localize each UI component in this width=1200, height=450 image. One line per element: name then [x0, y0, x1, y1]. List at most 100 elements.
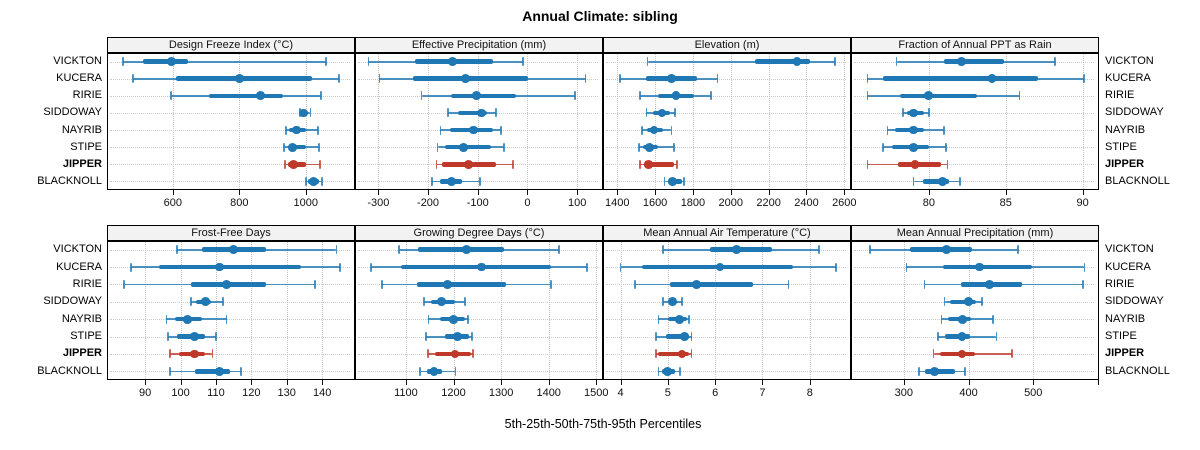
- median-dot: [680, 332, 689, 341]
- station-label-left-blacknoll: BLACKNOLL: [37, 174, 102, 187]
- station-label-left-stipe: STIPE: [70, 330, 102, 343]
- gridline: [692, 54, 694, 189]
- axis-tick: [620, 380, 622, 385]
- axis-tick-label: 1100: [394, 387, 418, 399]
- whisker-cap-5th: [901, 108, 904, 118]
- axis-tick-label: 90: [1076, 197, 1089, 209]
- axis-tick: [172, 190, 174, 195]
- axis-tick: [730, 190, 732, 195]
- whisker-cap-5th: [633, 279, 636, 289]
- axis-tick-label: 800: [230, 197, 249, 209]
- whisker-cap-5th: [943, 297, 946, 307]
- axis-tick: [251, 380, 253, 385]
- whisker-cap-95th: [522, 57, 524, 67]
- whisker-cap-5th: [165, 314, 168, 324]
- iqr-bar-25th-75th: [445, 144, 492, 150]
- iqr-bar-25th-75th: [755, 59, 811, 64]
- axis-tick: [548, 380, 550, 385]
- gridline: [548, 242, 550, 379]
- whisker-cap-95th: [338, 74, 340, 84]
- whisker-cap-95th: [586, 262, 589, 272]
- axis-tick: [453, 380, 455, 385]
- station-label-left-kucera: KUCERA: [56, 72, 102, 85]
- chart-title: Annual Climate: sibling: [522, 8, 678, 24]
- whisker-cap-95th: [1016, 245, 1019, 255]
- median-dot: [657, 108, 667, 118]
- station-label-right-ririe: RIRIE: [1105, 277, 1135, 290]
- whisker-cap-5th: [130, 262, 132, 272]
- median-dot: [234, 74, 244, 84]
- median-dot: [663, 366, 673, 376]
- axis-tick: [968, 380, 970, 385]
- gridline: [180, 242, 182, 379]
- median-dot: [477, 262, 486, 272]
- axis-tick-label: 500: [1024, 387, 1043, 399]
- panel-plot-effective-precipitation-mm: [355, 53, 603, 190]
- median-dot: [691, 280, 701, 289]
- median-dot: [464, 159, 474, 169]
- whisker-cap-5th: [866, 91, 869, 101]
- whisker-cap-5th: [646, 57, 649, 67]
- iqr-bar-25th-75th: [924, 369, 955, 374]
- whisker-cap-95th: [678, 366, 681, 376]
- whisker-cap-5th: [881, 142, 884, 152]
- gridline: [762, 242, 764, 379]
- whisker-cap-95th: [494, 108, 497, 118]
- whisker-cap-5th: [423, 297, 425, 307]
- whisker-cap-95th: [320, 91, 322, 101]
- median-dot: [987, 74, 997, 84]
- station-label-right-siddoway: SIDDOWAY: [1105, 295, 1164, 308]
- gridline: [968, 242, 970, 379]
- axis-tick-label: 110: [207, 387, 225, 399]
- axis-tick-label: 1600: [642, 197, 668, 209]
- axis-tick: [617, 190, 619, 195]
- whisker-cap-95th: [673, 142, 676, 152]
- iqr-bar-25th-75th: [400, 264, 552, 270]
- median-dot: [964, 297, 973, 307]
- axis-tick-label: 5: [664, 387, 671, 399]
- whisker-cap-95th: [215, 332, 217, 342]
- whisker-cap-5th: [639, 91, 641, 101]
- gridline: [305, 54, 307, 189]
- median-dot: [675, 314, 685, 324]
- station-label-left-vickton: VICKTON: [53, 55, 102, 68]
- row-guide: [606, 112, 846, 114]
- whisker-cap-5th: [869, 245, 871, 255]
- whisker-cap-5th: [284, 159, 286, 169]
- panel-header-elevation-m: Elevation (m): [603, 37, 851, 53]
- iqr-bar-25th-75th: [209, 93, 284, 99]
- gridline: [477, 54, 479, 189]
- station-label-left-blacknoll: BLACKNOLL: [37, 364, 102, 377]
- whisker-cap-95th: [239, 366, 242, 376]
- panel-header-mean-annual-precipitation-mm: Mean Annual Precipitation (mm): [851, 225, 1099, 241]
- whisker-cap-5th: [439, 125, 442, 135]
- x-axis-label: 5th-25th-50th-75th-95th Percentiles: [504, 417, 702, 431]
- axis-tick: [667, 380, 669, 385]
- whisker-cap-95th: [318, 159, 321, 169]
- iqr-bar-25th-75th: [665, 334, 690, 339]
- whisker-cap-95th: [958, 176, 961, 186]
- row-guide: [854, 130, 1094, 132]
- median-dot: [715, 262, 725, 272]
- axis-tick: [428, 190, 430, 195]
- whisker-cap-5th: [419, 366, 422, 376]
- whisker-cap-5th: [176, 245, 178, 255]
- gridline: [577, 54, 579, 189]
- station-label-right-nayrib: NAYRIB: [1105, 312, 1146, 325]
- axis-tick: [903, 380, 905, 385]
- row-guide: [854, 371, 1094, 373]
- axis-tick-label: 1200: [441, 387, 466, 399]
- axis-tick-label: -100: [466, 197, 489, 209]
- median-dot: [909, 125, 918, 135]
- gridline: [527, 54, 529, 189]
- axis-tick: [844, 190, 846, 195]
- iqr-bar-25th-75th: [899, 93, 977, 99]
- median-dot: [200, 297, 210, 307]
- median-dot: [447, 177, 456, 186]
- median-dot: [957, 332, 967, 341]
- station-label-left-siddoway: SIDDOWAY: [43, 106, 102, 119]
- whisker-cap-5th: [655, 332, 657, 342]
- median-dot: [461, 245, 471, 255]
- axis-tick-label: 120: [242, 387, 261, 399]
